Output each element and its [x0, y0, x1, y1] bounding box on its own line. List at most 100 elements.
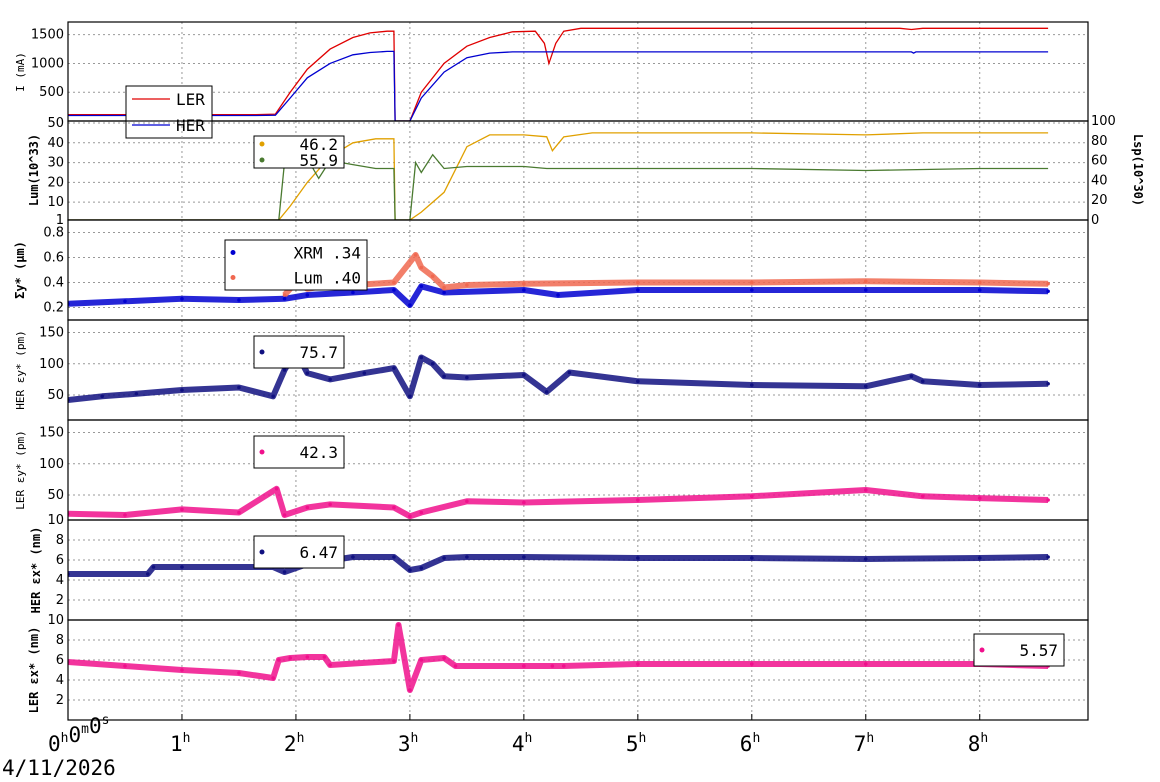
data-point [237, 385, 241, 390]
legend-label: 5.57 [1019, 641, 1058, 660]
y-tick-label: 8 [56, 533, 64, 548]
y-tick-label: 100 [39, 457, 64, 472]
legend: XRM .34 Lum .40 [224, 239, 368, 291]
y-tick-label: 10 [47, 195, 64, 210]
chart-panel-5: 10 50 100 150 LER εy* (pm) 42.3 [14, 419, 1089, 528]
data-point [550, 664, 555, 668]
y-tick-label: 0.4 [43, 276, 64, 291]
data-point [522, 281, 526, 286]
legend-box [253, 135, 345, 169]
y-tick-label: 8 [56, 633, 64, 648]
legend-box [125, 85, 213, 139]
data-point [180, 296, 184, 301]
panel-frame [67, 419, 1089, 521]
legend-label: 55.9 [299, 151, 338, 170]
chart-panel-7: 2 4 6 8 10 LER εx* (nm) 5.57 [27, 613, 1089, 721]
data-point [305, 505, 310, 510]
x-tick-label: 7h [854, 731, 874, 756]
legend-marker [259, 141, 265, 147]
panel-frame [67, 619, 1089, 721]
data-point [522, 288, 526, 292]
data-point [145, 572, 150, 576]
data-point [465, 555, 469, 559]
y-axis-label: HER εy* (pm) [14, 330, 27, 409]
data-layer [68, 554, 1050, 577]
legend-marker [259, 349, 265, 355]
data-point [413, 253, 418, 257]
data-point [180, 565, 184, 569]
legend-label: 42.3 [299, 443, 338, 462]
data-point [271, 394, 275, 399]
data-point [977, 496, 982, 500]
y-tick-label: 500 [39, 85, 64, 100]
y-tick-label: 4 [56, 573, 64, 588]
legend-marker [259, 449, 265, 455]
data-point [749, 280, 754, 285]
data-point [392, 280, 396, 285]
y-tick-label: 4 [56, 673, 64, 688]
data-point [123, 664, 127, 668]
y-tick-label: 20 [47, 175, 64, 190]
y-tick-label: 6 [56, 653, 64, 668]
data-layer [68, 485, 1050, 520]
legend-label: 75.7 [299, 343, 338, 362]
data-point [408, 688, 412, 692]
y-right-tick-label: 80 [1091, 134, 1108, 149]
data-layer [68, 27, 1049, 121]
y-right-tick-label: 100 [1091, 114, 1116, 129]
x-tick-label: 5h [626, 731, 646, 756]
data-point [920, 494, 925, 499]
y-tick-label: 2 [56, 693, 64, 708]
legend-box [253, 335, 345, 369]
data-point [909, 374, 914, 379]
panel-frame [67, 120, 1089, 221]
data-point [749, 288, 754, 292]
data-point [419, 355, 424, 360]
legend-marker [230, 275, 236, 280]
data-point [453, 664, 458, 668]
legend: 5.57 [973, 633, 1065, 667]
data-point [123, 299, 127, 304]
legend-marker [259, 157, 265, 163]
data-point [920, 379, 925, 384]
data-point [522, 555, 526, 559]
data-point [636, 498, 640, 502]
data-point [522, 373, 526, 377]
data-point [362, 371, 367, 375]
y-tick-label: 0.6 [43, 251, 64, 266]
legend-box [253, 535, 345, 569]
x-axis: 0h0m0s 1h 2h 3h 4h 5h 6h 7h 8h [48, 713, 988, 756]
panel-frame [67, 219, 1089, 321]
y-tick-label: 50 [47, 116, 64, 131]
data-point [977, 280, 982, 285]
data-point [430, 274, 435, 279]
data-point [305, 371, 310, 375]
legend: 6.47 [253, 535, 345, 569]
data-point [636, 556, 640, 560]
legend-box [253, 435, 345, 469]
data-point [237, 298, 241, 302]
data-point [636, 662, 640, 666]
data-point [392, 555, 396, 559]
chart-panel-1: 500 1000 1500 I (mA) LER HER [14, 21, 1089, 139]
legend-label: XRM .34 [294, 244, 361, 263]
data-point [977, 288, 982, 292]
panel-frame [67, 21, 1089, 122]
data-point [419, 566, 424, 570]
data-point [636, 379, 640, 384]
data-point [465, 375, 469, 380]
data-point [408, 514, 412, 519]
data-layer [68, 132, 1049, 220]
data-point [100, 394, 104, 399]
data-point [408, 568, 412, 572]
data-point [522, 664, 526, 668]
series-band [68, 622, 1049, 693]
data-point [351, 290, 355, 295]
data-point [442, 656, 446, 660]
legend: LER HER [125, 85, 213, 139]
data-point [567, 370, 572, 375]
data-point [442, 374, 446, 379]
legend-label: 6.47 [299, 543, 338, 562]
data-point [419, 284, 424, 289]
